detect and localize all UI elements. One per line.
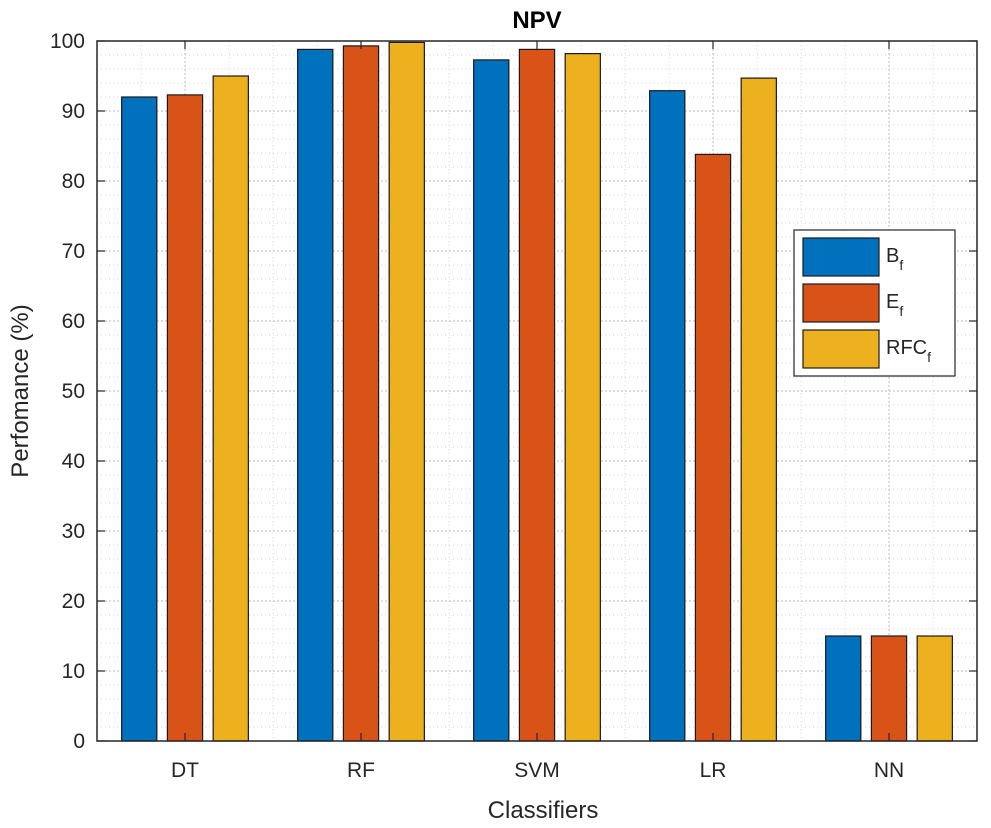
bar-dt-e	[166, 94, 204, 742]
y-tick-label: 40	[62, 450, 85, 473]
bar-nn-b	[825, 635, 862, 742]
chart-title: NPV	[512, 7, 561, 34]
y-tick-label: 60	[62, 310, 85, 333]
bar-nn-rfc	[916, 635, 953, 742]
bar-rf-e	[342, 45, 380, 742]
legend-label-b: Bf	[886, 245, 903, 273]
bar-lr-b	[649, 90, 686, 742]
bar-lr-rfc	[740, 77, 777, 742]
bar-rf-rfc	[388, 41, 425, 742]
bar-svm-rfc	[564, 52, 601, 742]
bar-rf-b	[297, 48, 334, 742]
y-tick-label: 50	[62, 380, 85, 403]
axis-ticks: 0 10 20 30 40 50 60 70 80 90 100 DT RF SVM LR NN	[50, 30, 977, 782]
x-tick-label-lr: LR	[700, 759, 727, 782]
bar-dt-rfc	[212, 75, 249, 742]
legend-swatch-e	[802, 283, 880, 323]
y-tick-label: 30	[62, 520, 85, 543]
x-axis-title: Classifiers	[488, 797, 599, 824]
y-tick-label: 80	[62, 170, 85, 193]
bar-svm-e	[518, 48, 556, 742]
y-axis-title: Perfomance (%)	[7, 304, 34, 477]
y-tick-label: 70	[62, 240, 85, 263]
y-tick-label: 0	[73, 730, 85, 753]
y-tick-label: 90	[62, 100, 85, 123]
legend-label-e: Ef	[886, 291, 903, 319]
bar-svm-b	[473, 59, 510, 742]
x-tick-label-nn: NN	[874, 759, 904, 782]
x-tick-label-dt: DT	[171, 759, 199, 782]
y-tick-label: 10	[62, 660, 85, 683]
y-tick-label: 20	[62, 590, 85, 613]
bars	[121, 41, 953, 742]
legend-swatch-rfc	[802, 329, 880, 369]
bar-lr-e	[694, 153, 732, 742]
y-tick-label: 100	[50, 30, 85, 53]
x-tick-label-rf: RF	[347, 759, 375, 782]
legend-swatch-b	[802, 237, 880, 277]
x-tick-label-svm: SVM	[514, 759, 560, 782]
bar-dt-b	[121, 96, 158, 742]
bar-nn-e	[870, 635, 908, 742]
